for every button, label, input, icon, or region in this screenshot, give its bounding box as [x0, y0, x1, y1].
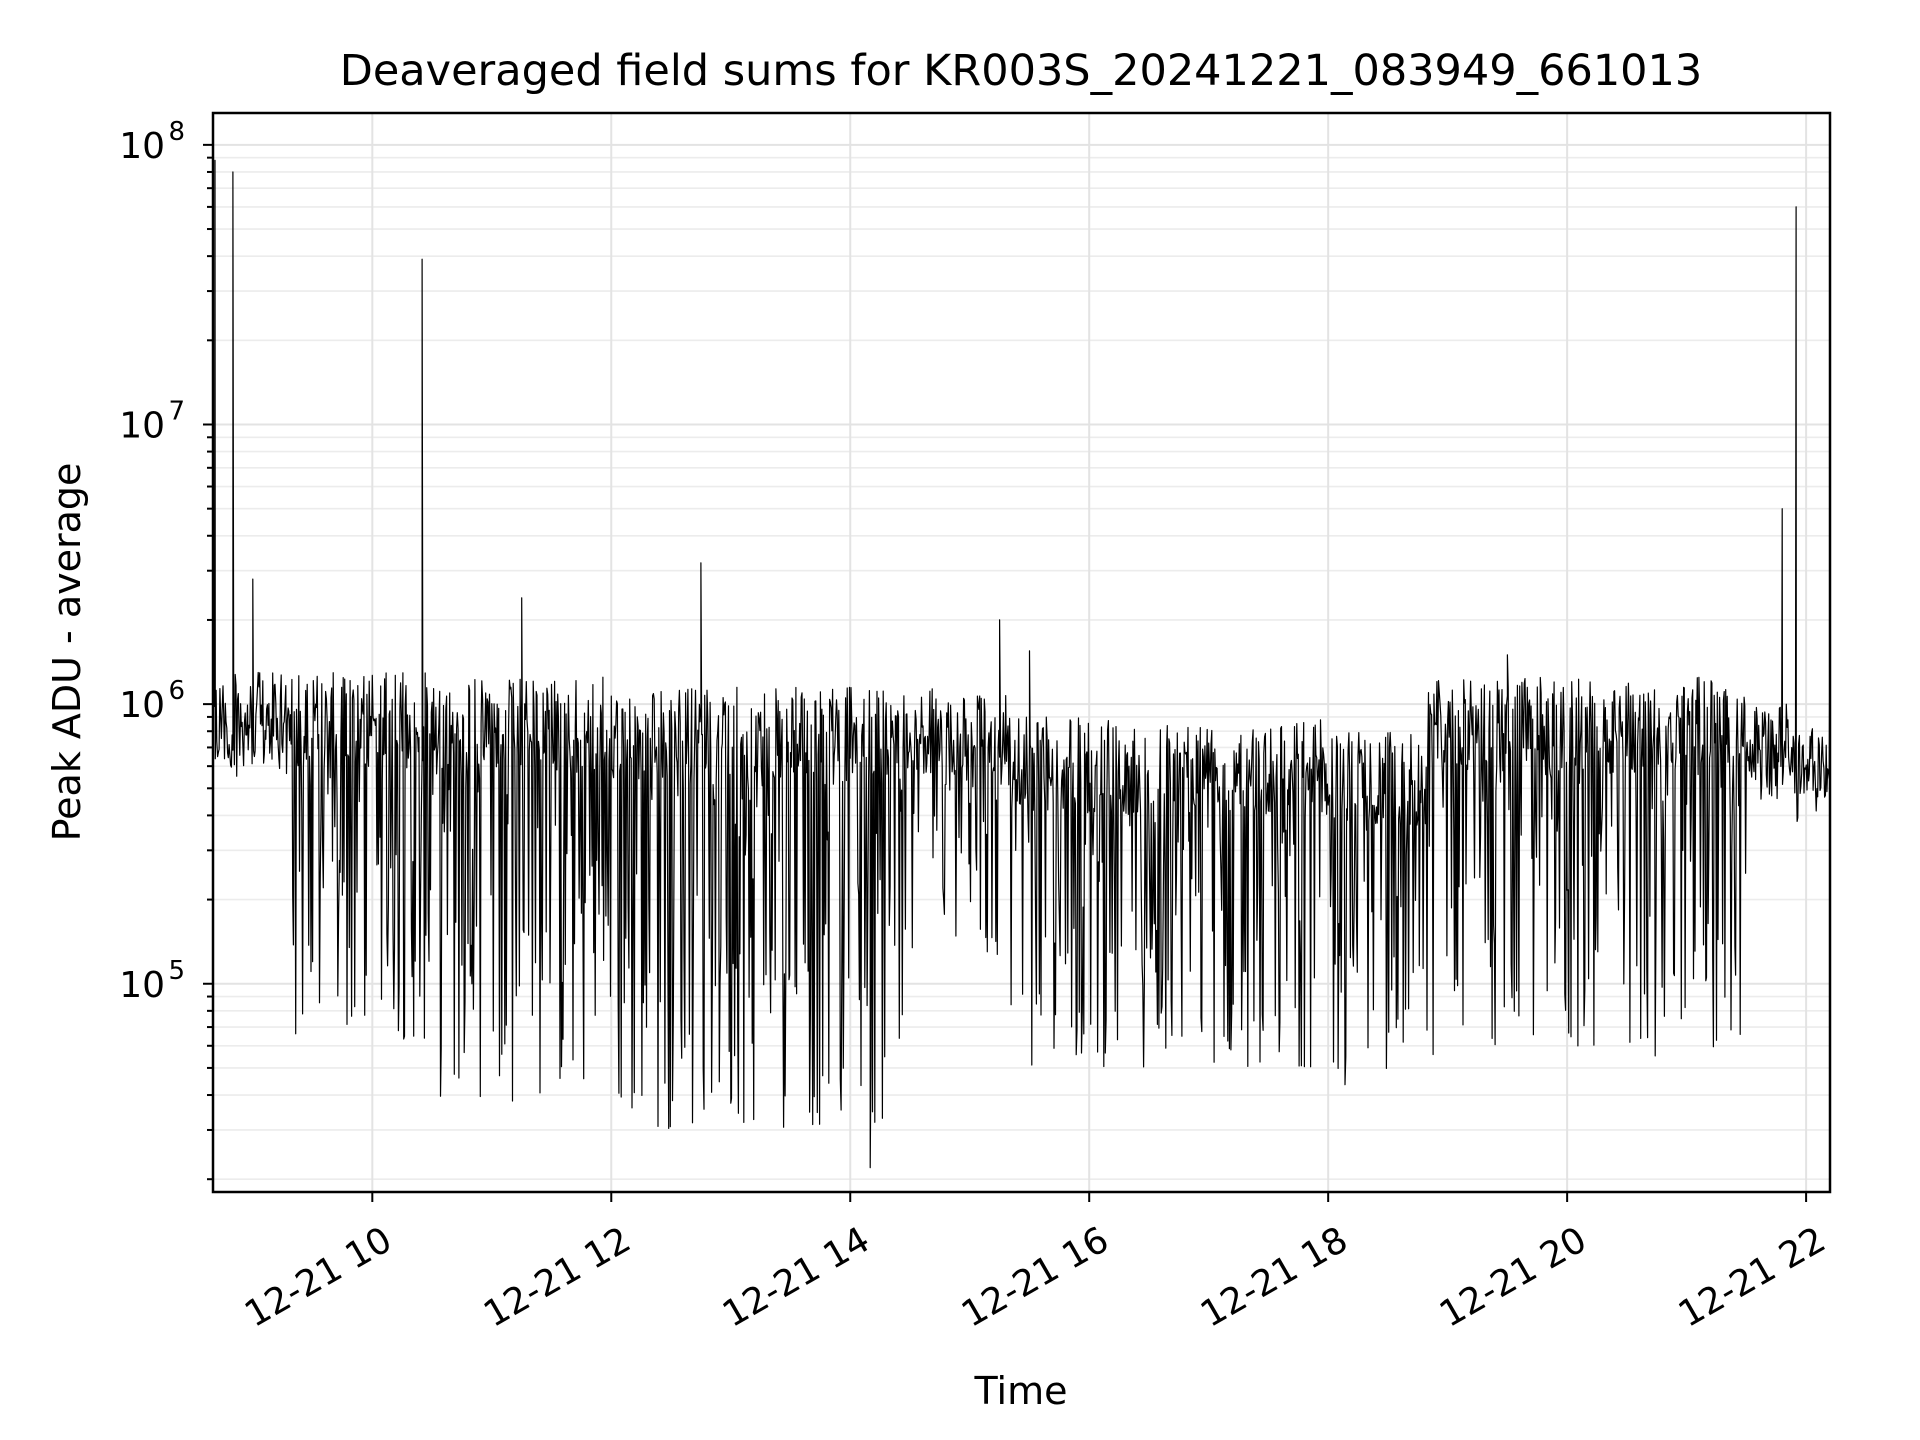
- y-tick-label: 10: [119, 685, 165, 726]
- y-axis-label: Peak ADU - average: [45, 463, 89, 842]
- series-line: [212, 159, 1831, 1169]
- y-tick-label: 10: [119, 965, 165, 1006]
- y-tick-exponent: 8: [168, 117, 185, 147]
- y-tick-exponent: 5: [168, 956, 185, 986]
- chart-title: Deaveraged field sums for KR003S_2024122…: [340, 46, 1703, 96]
- y-tick-exponent: 7: [168, 396, 185, 426]
- y-tick-label: 10: [119, 405, 165, 446]
- series-layer: [212, 159, 1831, 1169]
- y-tick-exponent: 6: [168, 676, 185, 706]
- y-tick-label: 10: [119, 126, 165, 167]
- plot-frame: [211, 111, 1832, 1194]
- x-axis-label: Time: [974, 1369, 1068, 1413]
